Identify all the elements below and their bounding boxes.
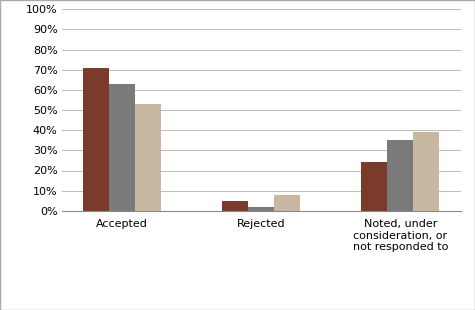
Bar bbox=[109, 84, 135, 211]
Bar bbox=[83, 68, 109, 211]
Bar bbox=[222, 201, 248, 211]
Bar bbox=[361, 162, 388, 211]
Bar bbox=[135, 104, 161, 211]
Bar bbox=[274, 195, 300, 211]
Bar bbox=[248, 207, 274, 211]
Bar bbox=[388, 140, 413, 211]
Bar bbox=[413, 132, 439, 211]
